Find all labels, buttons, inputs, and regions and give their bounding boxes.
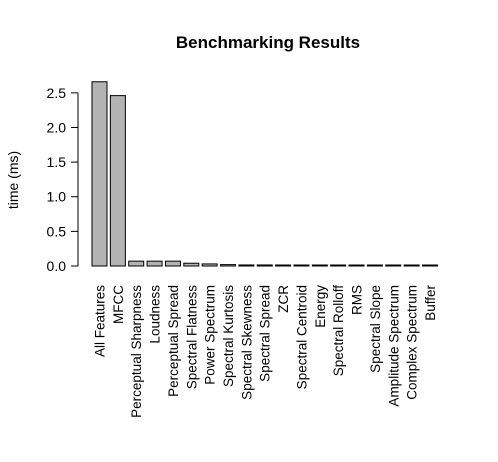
bar (385, 264, 402, 267)
bar (330, 264, 347, 267)
y-tick-label: 0.5 (47, 223, 67, 239)
chart-title: Benchmarking Results (176, 33, 360, 52)
bars (91, 81, 438, 267)
bar (366, 264, 383, 267)
bar (238, 264, 255, 267)
bar (109, 95, 126, 267)
y-tick-label: 2.5 (47, 85, 67, 101)
x-tick-label: ZCR (276, 285, 291, 313)
y-tick-label: 1.0 (47, 189, 67, 205)
x-tick-label: Spectral Skewness (239, 285, 254, 400)
bar (128, 260, 145, 267)
y-tick-label: 2.0 (47, 119, 67, 135)
y-tick-label: 1.5 (47, 154, 67, 170)
x-tick-label: Amplitude Spectrum (386, 285, 401, 407)
x-axis-labels: All Features MFCC Perceptual Sharpness Loud… (93, 285, 438, 418)
x-tick-label: MFCC (111, 285, 126, 324)
x-tick-label: All Features (93, 285, 108, 357)
bar (311, 264, 328, 267)
x-tick-label: Energy (313, 285, 328, 328)
x-tick-label: Spectral Spread (258, 285, 273, 382)
x-tick-label: Power Spectrum (203, 285, 218, 385)
bar (421, 264, 438, 267)
x-tick-label: Loudness (148, 285, 163, 344)
x-tick-label: Spectral Rolloff (331, 285, 346, 377)
x-tick-label: RMS (350, 285, 365, 315)
bar (348, 264, 365, 267)
x-tick-label: Perceptual Sharpness (129, 285, 144, 418)
bar (201, 263, 218, 267)
bar (256, 264, 273, 267)
x-tick-label: Spectral Flatness (184, 285, 199, 390)
bar (220, 264, 237, 267)
bar (91, 81, 108, 267)
y-tick-label: 0.0 (47, 258, 67, 274)
bar (183, 262, 200, 267)
bar (403, 264, 420, 267)
y-axis: 0.0 0.5 1.0 1.5 2.0 2.5 (47, 85, 79, 274)
bar (164, 260, 181, 267)
x-tick-label: Spectral Kurtosis (221, 285, 236, 387)
x-tick-label: Perceptual Spread (166, 285, 181, 397)
x-tick-label: Spectral Slope (368, 285, 383, 373)
bar (293, 264, 310, 267)
x-tick-label: Complex Spectrum (405, 285, 420, 400)
bar (275, 264, 292, 267)
y-axis-label: time (ms) (5, 151, 21, 209)
bar (146, 260, 163, 267)
x-tick-label: Buffer (423, 285, 438, 321)
x-tick-label: Spectral Centroid (294, 285, 309, 389)
